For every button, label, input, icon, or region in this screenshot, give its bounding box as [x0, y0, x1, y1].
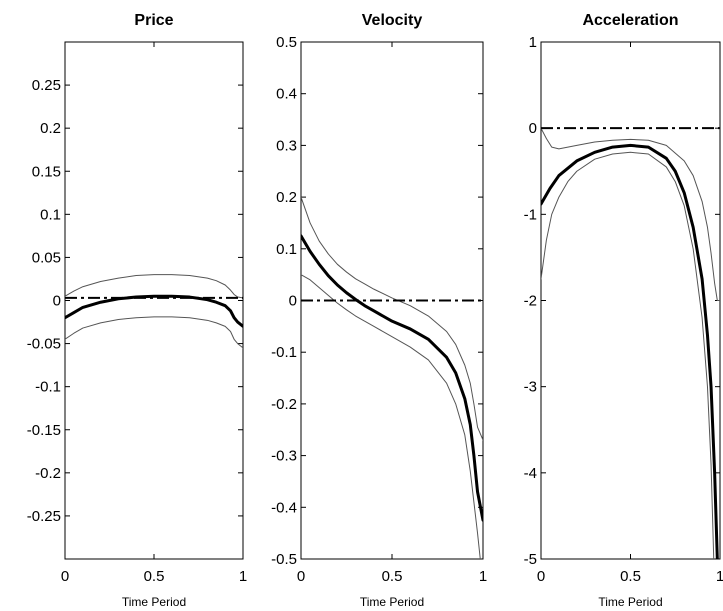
y-tick-label-1-6: -0.1: [271, 344, 297, 361]
series-upper-0: [65, 274, 243, 299]
x-tick-label-1-1: 0.5: [382, 568, 403, 585]
y-tick-label-1-5: 0: [289, 293, 297, 310]
y-tick-label-2-3: -2: [524, 293, 537, 310]
x-tick-label-2-1: 0.5: [620, 568, 641, 585]
series-estimate-2: [541, 143, 719, 559]
y-tick-label-0-4: 0.05: [32, 249, 61, 266]
y-tick-label-0-9: -0.2: [35, 465, 61, 482]
series-upper-2: [541, 127, 720, 301]
y-tick-label-2-5: -4: [524, 465, 537, 482]
x-tick-label-1-2: 1: [479, 568, 487, 585]
series-upper-1: [301, 196, 483, 441]
x-tick-label-0-1: 0.5: [144, 568, 165, 585]
x-tick-label-2-0: 0: [537, 568, 545, 585]
series-estimate-1: [301, 234, 483, 522]
y-tick-label-2-6: -5: [524, 551, 537, 568]
chart-panel-0: 0.25 0.2 0.15 0.1 0.05 0 -0.05 -0.1 -0.15 -0.2 -0.…: [27, 12, 247, 609]
series-group-1: [301, 196, 483, 559]
x-axis-label-0: Time Period: [122, 595, 186, 609]
y-tick-label-1-4: 0.1: [276, 241, 297, 258]
y-tick-label-1-7: -0.2: [271, 396, 297, 413]
y-tick-label-2-0: 1: [529, 34, 537, 51]
y-tick-label-0-6: -0.05: [27, 336, 61, 353]
y-tick-label-1-2: 0.3: [276, 137, 297, 154]
x-axis-label-1: Time Period: [360, 595, 424, 609]
y-tick-label-1-0: 0.5: [276, 34, 297, 51]
y-tick-label-2-1: 0: [529, 120, 537, 137]
y-tick-label-1-9: -0.4: [271, 499, 297, 516]
series-lower-1: [301, 274, 481, 559]
y-tick-label-0-10: -0.25: [27, 508, 61, 525]
y-tick-label-1-10: -0.5: [271, 551, 297, 568]
series-group-0: [65, 274, 243, 349]
y-tick-label-1-1: 0.4: [276, 86, 297, 103]
axes-box-2: [540, 41, 721, 560]
axes-box-0: [64, 41, 244, 560]
y-tick-label-0-1: 0.2: [40, 120, 61, 137]
y-tick-label-0-5: 0: [53, 293, 61, 310]
y-tick-label-2-2: -1: [524, 206, 537, 223]
y-tick-label-0-0: 0.25: [32, 77, 61, 94]
series-group-2: [541, 127, 720, 559]
y-tick-label-0-2: 0.15: [32, 163, 61, 180]
y-tick-label-1-8: -0.3: [271, 448, 297, 465]
y-tick-label-0-8: -0.15: [27, 422, 61, 439]
x-tick-label-0-0: 0: [61, 568, 69, 585]
chart-panel-1: 0.50.40.30.20.10-0.1-0.2-0.3-0.4-0.50 0.5…: [271, 12, 487, 609]
chart-title-2: Acceleration: [582, 12, 678, 29]
x-tick-label-1-0: 0: [297, 568, 305, 585]
y-tick-label-0-7: -0.1: [35, 379, 61, 396]
y-tick-label-0-3: 0.1: [40, 206, 61, 223]
chart-title-0: Price: [134, 12, 173, 29]
series-estimate-0: [65, 294, 243, 328]
chart-title-1: Velocity: [362, 12, 423, 29]
y-tick-label-1-3: 0.2: [276, 189, 297, 206]
x-tick-label-0-2: 1: [239, 568, 247, 585]
x-tick-label-2-2: 1: [716, 568, 723, 585]
series-lower-0: [65, 316, 243, 349]
series-lower-2: [541, 151, 715, 559]
y-tick-label-2-4: -3: [524, 379, 537, 396]
x-axis-label-2: Time Period: [598, 595, 662, 609]
